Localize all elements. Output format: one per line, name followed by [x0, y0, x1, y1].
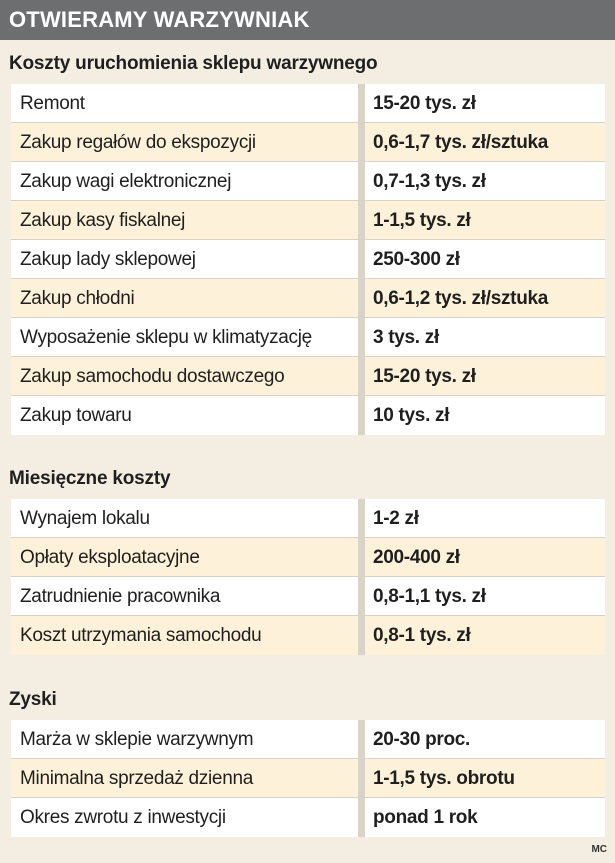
- section-title-startup-costs: Koszty uruchomienia sklepu warzywnego: [9, 53, 378, 74]
- infographic-title: OTWIERAMY WARZYWNIAK: [0, 0, 615, 40]
- row-value: 200-400 zł: [373, 547, 460, 568]
- row-label: Wynajem lokalu: [11, 499, 365, 537]
- row-value: 15-20 tys. zł: [373, 366, 476, 387]
- row-value: 20-30 proc.: [373, 729, 471, 750]
- row-value: 1-1,5 tys. zł: [373, 210, 471, 231]
- author-credit: MC: [591, 844, 607, 855]
- row-label: Zakup regałów do ekspozycji: [11, 123, 365, 161]
- row-label: Remont: [11, 84, 365, 122]
- row-label: Zakup kasy fiskalnej: [11, 201, 365, 239]
- row-label: Opłaty eksploatacyjne: [11, 538, 365, 576]
- row-label: Koszt utrzymania samochodu: [11, 616, 365, 655]
- table-row: Zakup wagi elektronicznej 0,7-1,3 tys. z…: [11, 162, 605, 201]
- table-startup-costs: Remont 15-20 tys. zł Zakup regałów do ek…: [11, 84, 605, 435]
- table-row: Zatrudnienie pracownika 0,8-1,1 tys. zł: [11, 577, 605, 616]
- table-row: Opłaty eksploatacyjne 200-400 zł: [11, 538, 605, 577]
- row-label: Zatrudnienie pracownika: [11, 577, 365, 615]
- row-value: 1-1,5 tys. obrotu: [373, 768, 515, 789]
- section-title-profits: Zyski: [9, 689, 57, 710]
- row-value: 0,7-1,3 tys. zł: [373, 171, 486, 192]
- row-value: 0,8-1,1 tys. zł: [373, 586, 486, 607]
- table-row: Zakup samochodu dostawczego 15-20 tys. z…: [11, 357, 605, 396]
- table-row: Zakup lady sklepowej 250-300 zł: [11, 240, 605, 279]
- row-value: 250-300 zł: [373, 249, 460, 270]
- table-row: Wyposażenie sklepu w klimatyzację 3 tys.…: [11, 318, 605, 357]
- row-value: 0,6-1,2 tys. zł/sztuka: [373, 288, 549, 309]
- row-label: Zakup samochodu dostawczego: [11, 357, 365, 395]
- table-row: Koszt utrzymania samochodu 0,8-1 tys. zł: [11, 616, 605, 655]
- table-row: Zakup regałów do ekspozycji 0,6-1,7 tys.…: [11, 123, 605, 162]
- table-profits: Marża w sklepie warzywnym 20-30 proc. Mi…: [11, 720, 605, 837]
- row-value: 0,8-1 tys. zł: [373, 625, 471, 646]
- row-value: ponad 1 rok: [373, 807, 478, 828]
- row-label: Zakup chłodni: [11, 279, 365, 317]
- row-label: Zakup towaru: [11, 396, 365, 435]
- section-title-monthly-costs: Miesięczne koszty: [9, 468, 171, 489]
- row-label: Okres zwrotu z inwestycji: [11, 798, 365, 837]
- table-row: Minimalna sprzedaż dzienna 1-1,5 tys. ob…: [11, 759, 605, 798]
- row-label: Wyposażenie sklepu w klimatyzację: [11, 318, 365, 356]
- row-value: 15-20 tys. zł: [373, 93, 476, 114]
- table-monthly-costs: Wynajem lokalu 1-2 zł Opłaty eksploatacy…: [11, 499, 605, 655]
- table-row: Zakup chłodni 0,6-1,2 tys. zł/sztuka: [11, 279, 605, 318]
- table-row: Zakup kasy fiskalnej 1-1,5 tys. zł: [11, 201, 605, 240]
- row-label: Zakup wagi elektronicznej: [11, 162, 365, 200]
- row-label: Minimalna sprzedaż dzienna: [11, 759, 365, 797]
- row-value: 0,6-1,7 tys. zł/sztuka: [373, 132, 549, 153]
- row-value: 1-2 zł: [373, 508, 419, 529]
- row-value: 10 tys. zł: [373, 405, 450, 426]
- row-label: Zakup lady sklepowej: [11, 240, 365, 278]
- table-row: Remont 15-20 tys. zł: [11, 84, 605, 123]
- row-value: 3 tys. zł: [373, 327, 439, 348]
- table-row: Zakup towaru 10 tys. zł: [11, 396, 605, 435]
- row-label: Marża w sklepie warzywnym: [11, 720, 365, 758]
- table-row: Okres zwrotu z inwestycji ponad 1 rok: [11, 798, 605, 837]
- table-row: Marża w sklepie warzywnym 20-30 proc.: [11, 720, 605, 759]
- table-row: Wynajem lokalu 1-2 zł: [11, 499, 605, 538]
